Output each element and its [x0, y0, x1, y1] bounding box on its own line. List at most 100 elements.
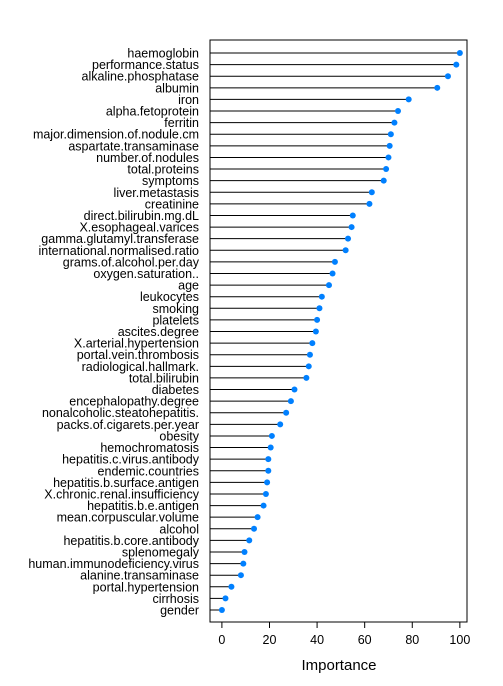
- x-axis-title: Importance: [301, 657, 376, 674]
- category-label-liver.metastasis: liver.metastasis: [114, 186, 199, 200]
- point-diabetes: [291, 386, 298, 393]
- point-iron: [405, 96, 412, 103]
- category-label-X.esophageal.varices: X.esophageal.varices: [79, 221, 199, 235]
- point-gamma.glutamyl.transferase: [345, 235, 352, 242]
- point-aspartate.transaminase: [386, 142, 393, 149]
- point-direct.bilirubin.mg.dL: [349, 212, 356, 219]
- category-label-creatinine: creatinine: [145, 197, 199, 211]
- category-label-group: haemoglobinperformance.statusalkaline.ph…: [28, 47, 199, 618]
- category-label-cirrhosis: cirrhosis: [152, 592, 199, 606]
- point-alanine.transaminase: [237, 572, 244, 579]
- category-label-ferritin: ferritin: [164, 116, 199, 130]
- point-endemic.countries: [265, 467, 272, 474]
- category-label-major.dimension.of.nodule.cm: major.dimension.of.nodule.cm: [33, 128, 199, 142]
- point-creatinine: [366, 200, 373, 207]
- category-label-number.of.nodules: number.of.nodules: [96, 151, 199, 165]
- category-label-mean.corpuscular.volume: mean.corpuscular.volume: [57, 511, 199, 525]
- point-X.chronic.renal.insufficiency: [262, 490, 269, 497]
- category-label-packs.of.cigarets.per.year: packs.of.cigarets.per.year: [57, 418, 199, 432]
- point-platelets: [314, 316, 321, 323]
- point-group: [218, 50, 463, 613]
- category-label-hemochromatosis: hemochromatosis: [100, 441, 199, 455]
- category-label-alkaline.phosphatase: alkaline.phosphatase: [82, 70, 199, 84]
- point-splenomegaly: [241, 548, 248, 555]
- point-ferritin: [391, 119, 398, 126]
- point-liver.metastasis: [368, 189, 375, 196]
- point-total.proteins: [383, 166, 390, 173]
- category-label-age: age: [178, 279, 199, 293]
- point-gender: [218, 607, 225, 613]
- category-label-nonalcoholic.steatohepatitis.: nonalcoholic.steatohepatitis.: [42, 406, 199, 420]
- x-tick-group: 0 20 40 60 80 100: [218, 622, 470, 647]
- category-label-performance.status: performance.status: [92, 58, 199, 72]
- point-haemoglobin: [456, 50, 463, 56]
- category-label-grams.of.alcohol.per.day: grams.of.alcohol.per.day: [63, 255, 200, 269]
- category-label-ascites.degree: ascites.degree: [118, 325, 199, 339]
- category-label-oxygen.saturation..: oxygen.saturation..: [93, 267, 199, 281]
- category-label-leukocytes: leukocytes: [140, 290, 199, 304]
- x-tick-label-20: 20: [263, 633, 277, 647]
- category-label-international.normalised.ratio: international.normalised.ratio: [38, 244, 199, 258]
- category-label-haemoglobin: haemoglobin: [127, 47, 199, 61]
- point-hepatitis.c.virus.antibody: [265, 456, 272, 463]
- category-label-total.bilirubin: total.bilirubin: [129, 371, 199, 385]
- point-hemochromatosis: [267, 444, 274, 451]
- category-label-obesity: obesity: [159, 429, 199, 443]
- category-label-hepatitis.b.e.antigen: hepatitis.b.e.antigen: [87, 499, 199, 513]
- point-alpha.fetoprotein: [394, 108, 401, 115]
- category-label-alpha.fetoprotein: alpha.fetoprotein: [106, 105, 199, 119]
- category-label-alanine.transaminase: alanine.transaminase: [80, 569, 199, 583]
- point-number.of.nodules: [385, 154, 392, 161]
- point-hepatitis.b.e.antigen: [260, 502, 267, 509]
- stem-group: [210, 52, 460, 611]
- point-hepatitis.b.surface.antigen: [264, 479, 271, 486]
- x-tick-label-0: 0: [218, 633, 225, 647]
- point-performance.status: [453, 61, 460, 68]
- point-obesity: [268, 432, 275, 439]
- point-portal.hypertension: [228, 583, 235, 590]
- point-radiological.hallmark.: [305, 363, 312, 370]
- point-portal.vein.thrombosis: [306, 351, 313, 358]
- point-cirrhosis: [222, 595, 229, 602]
- category-label-platelets: platelets: [152, 313, 199, 327]
- category-label-albumin: albumin: [155, 81, 199, 95]
- point-smoking: [316, 305, 323, 312]
- category-label-symptoms: symptoms: [142, 174, 199, 188]
- category-label-hepatitis.b.surface.antigen: hepatitis.b.surface.antigen: [53, 476, 199, 490]
- category-label-endemic.countries: endemic.countries: [98, 464, 199, 478]
- point-mean.corpuscular.volume: [254, 514, 261, 521]
- point-international.normalised.ratio: [342, 247, 349, 254]
- category-label-X.chronic.renal.insufficiency: X.chronic.renal.insufficiency: [44, 487, 199, 501]
- point-ascites.degree: [312, 328, 319, 335]
- point-symptoms: [380, 177, 387, 184]
- category-label-X.arterial.hypertension: X.arterial.hypertension: [74, 337, 199, 351]
- category-label-alcohol: alcohol: [159, 522, 199, 536]
- category-label-human.immunodeficiency.virus: human.immunodeficiency.virus: [28, 557, 199, 571]
- point-encephalopathy.degree: [287, 398, 294, 405]
- category-label-portal.hypertension: portal.hypertension: [93, 580, 199, 594]
- category-label-hepatitis.b.core.antibody: hepatitis.b.core.antibody: [63, 534, 199, 548]
- category-label-hepatitis.c.virus.antibody: hepatitis.c.virus.antibody: [62, 453, 200, 467]
- point-alcohol: [251, 525, 258, 532]
- point-age: [325, 282, 332, 289]
- x-tick-label-60: 60: [358, 633, 372, 647]
- point-packs.of.cigarets.per.year: [277, 421, 284, 428]
- point-oxygen.saturation..: [329, 270, 336, 277]
- point-X.esophageal.varices: [348, 224, 355, 231]
- x-tick-label-80: 80: [405, 633, 419, 647]
- point-hepatitis.b.core.antibody: [246, 537, 253, 544]
- point-X.arterial.hypertension: [309, 340, 316, 347]
- category-label-gamma.glutamyl.transferase: gamma.glutamyl.transferase: [41, 232, 199, 246]
- category-label-iron: iron: [178, 93, 199, 107]
- category-label-gender: gender: [160, 604, 199, 618]
- point-albumin: [434, 84, 441, 91]
- category-label-diabetes: diabetes: [152, 383, 199, 397]
- category-label-smoking: smoking: [152, 302, 199, 316]
- point-human.immunodeficiency.virus: [240, 560, 247, 567]
- point-alkaline.phosphatase: [444, 73, 451, 80]
- point-total.bilirubin: [303, 374, 310, 381]
- x-tick-label-40: 40: [310, 633, 324, 647]
- category-label-encephalopathy.degree: encephalopathy.degree: [69, 395, 199, 409]
- x-tick-label-100: 100: [449, 633, 470, 647]
